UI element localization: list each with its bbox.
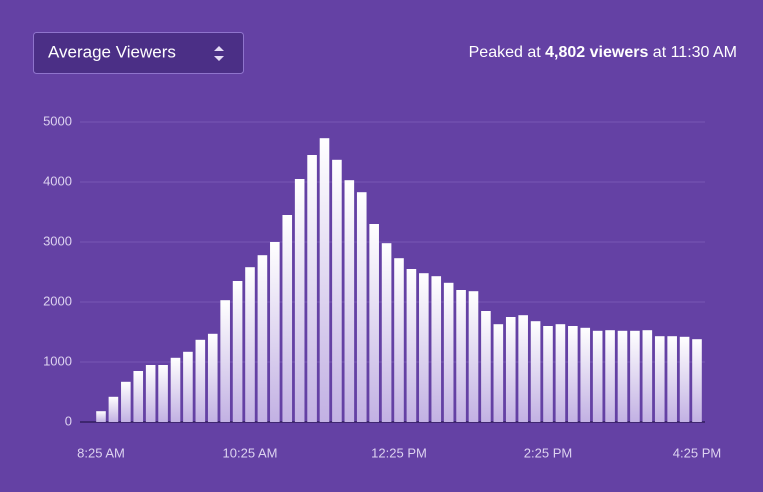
x-tick-label: 10:25 AM [223, 445, 278, 460]
bar [493, 324, 504, 422]
bar [481, 311, 491, 422]
bar [332, 159, 342, 423]
x-tick-label: 2:25 PM [524, 445, 572, 460]
bar [456, 290, 466, 422]
bar [592, 330, 603, 422]
bar [319, 138, 330, 422]
y-tick-label: 1000 [43, 353, 72, 368]
y-tick-label: 2000 [43, 293, 72, 308]
bar [468, 291, 479, 422]
bar [679, 336, 690, 422]
bar [530, 321, 541, 422]
bar [307, 155, 317, 422]
bar [232, 281, 243, 422]
y-tick-label: 3000 [43, 233, 72, 248]
bar [220, 300, 230, 422]
bar [96, 411, 106, 422]
bar [257, 255, 268, 422]
bar [543, 326, 553, 422]
bar [642, 330, 653, 422]
peak-suffix: at 11:30 AM [653, 44, 737, 61]
bar [108, 396, 119, 422]
x-tick-label: 8:25 AM [77, 445, 125, 460]
y-tick-label: 0 [65, 413, 72, 428]
bar [394, 258, 404, 422]
bar [381, 243, 392, 422]
bar [195, 339, 206, 422]
bar [630, 330, 640, 422]
bar [294, 179, 305, 422]
bar [183, 351, 193, 422]
bar [133, 371, 144, 422]
bar [282, 215, 293, 422]
bar [344, 180, 355, 422]
bar [654, 336, 665, 422]
bar [121, 381, 131, 422]
bar [419, 273, 429, 422]
bar [270, 242, 280, 422]
bar [580, 327, 591, 422]
peak-prefix: Peaked at [469, 44, 542, 61]
bar [406, 269, 417, 422]
selector[interactable] [33, 32, 244, 74]
bar [667, 336, 677, 422]
bar [617, 330, 628, 422]
y-tick-label: 4000 [43, 173, 72, 188]
selector-arrows[interactable] [214, 46, 224, 61]
x-tick-label: 4:25 PM [673, 445, 721, 460]
bar [431, 276, 442, 422]
bar [568, 326, 578, 422]
y-tick-label: 5000 [43, 113, 72, 128]
bar [245, 267, 255, 422]
peak-value: 4,802 viewers [545, 44, 648, 61]
bar [170, 357, 181, 422]
bar [369, 224, 379, 422]
bar [505, 317, 516, 422]
bar [158, 365, 168, 422]
bar [145, 365, 156, 422]
bar [443, 282, 454, 422]
bar [605, 330, 615, 422]
peak-annotation: Peaked at 4,802 viewers at 11:30 AM [469, 44, 737, 61]
bar [555, 324, 566, 422]
bar [518, 315, 528, 422]
bar [356, 192, 367, 422]
x-tick-label: 12:25 PM [371, 445, 427, 460]
bar [692, 339, 702, 422]
selector-label[interactable]: Average Viewers [48, 42, 176, 61]
bar [207, 333, 218, 422]
